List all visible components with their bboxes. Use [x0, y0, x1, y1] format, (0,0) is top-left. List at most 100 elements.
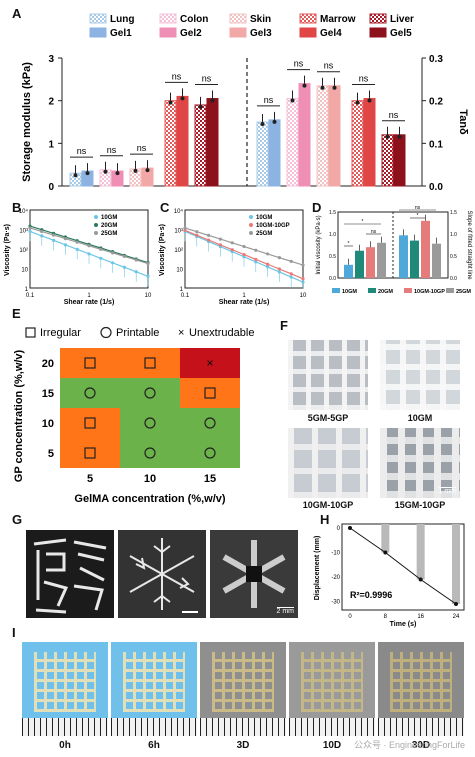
- panel-e-ylabel: GP concentration (%,w/v): [13, 349, 25, 482]
- b-point: [134, 258, 138, 262]
- square-icon: [25, 327, 36, 338]
- caption-i-1: 6h: [148, 740, 160, 751]
- c-point: [289, 272, 293, 276]
- b-ytick: 10⁴: [19, 208, 29, 215]
- legend-swatch-gel3: [229, 27, 247, 38]
- bar-tan-gel2: [298, 83, 311, 187]
- photo-i-3: [289, 642, 375, 736]
- e-marker-square: [204, 387, 216, 399]
- c-ytick: 10³: [174, 229, 183, 235]
- panel-e-chart: Irregular Printable × Unextrudable × 20 15 10…: [13, 326, 254, 505]
- e-marker-square: [84, 357, 96, 369]
- h-point: [454, 602, 458, 606]
- legend-label-colon: Colon: [180, 14, 208, 25]
- b-ytick: 1: [25, 287, 29, 293]
- e-cell: [180, 348, 240, 378]
- ns-label: ns: [294, 59, 304, 69]
- d-legend-label-1: 20GM: [378, 289, 393, 295]
- b-ytick: 10²: [19, 248, 28, 254]
- panel-c-ylabel: Viscosity (Pa·s): [159, 224, 166, 276]
- d-legend-label-2: 10GM-10GP: [414, 289, 445, 295]
- c-point: [289, 259, 293, 263]
- e-ytick: 20: [42, 358, 54, 370]
- d-legend-label-3: 25GM: [456, 289, 471, 295]
- c-legend-label-0: 10GM: [256, 215, 272, 221]
- bar-tan-marrow: [351, 100, 364, 187]
- e-marker-circle: [144, 387, 156, 399]
- b-ytick: 10³: [19, 229, 28, 235]
- cross-icon: ×: [178, 327, 184, 339]
- panel-d-ylabel-left: Initial viscosity (kPa·s): [316, 215, 322, 274]
- ns-label: ns: [137, 143, 147, 153]
- caption-i-2: 3D: [236, 740, 250, 751]
- point-modulus-gel2: [115, 171, 120, 176]
- c-point: [254, 248, 258, 252]
- e-marker-circle: [144, 447, 156, 459]
- e-cell: [180, 438, 240, 468]
- a-left-tick: 0: [48, 182, 54, 193]
- legend-label-gel4: Gel4: [320, 28, 342, 39]
- c-xtick: 0.1: [181, 293, 190, 299]
- panel-a-legend: Lung Colon Skin Marrow Liver Gel1 Gel2 Gel3 Gel4…: [89, 13, 414, 39]
- c-point: [242, 244, 246, 249]
- point-tan-gel5: [397, 134, 402, 139]
- a-right-tick: 0.2: [429, 97, 443, 108]
- point-modulus-gel4: [180, 96, 185, 101]
- b-point: [52, 233, 56, 237]
- panel-d-ylabel-right: Slope of fitted straight line: [466, 210, 472, 280]
- ns-label: ns: [202, 74, 212, 84]
- e-marker-circle: [84, 387, 96, 399]
- b-ytick: 10: [21, 268, 28, 274]
- h-xtick: 0: [348, 614, 352, 620]
- panel-h-photos: [381, 524, 460, 604]
- photo-g-pattern: [26, 530, 114, 618]
- bar-tan-lung: [256, 121, 269, 187]
- caption-i-4: 30D: [411, 740, 431, 751]
- b-point: [122, 254, 126, 259]
- legend-swatch-lung: [89, 13, 107, 24]
- panel-a-left-ticks: 0 1 2 3: [48, 54, 62, 193]
- point-modulus-colon: [103, 169, 108, 174]
- b-legend-marker-1: [94, 223, 98, 227]
- point-tan-gel2: [302, 83, 307, 88]
- h-xtick: 8: [384, 614, 388, 620]
- e-ytick: 15: [42, 388, 54, 400]
- bar-tan-skin: [316, 85, 329, 187]
- h-ytick: -10: [331, 551, 340, 557]
- ns-label: ns: [172, 71, 182, 81]
- ns-label: ns: [389, 110, 399, 120]
- legend-label-lung: Lung: [110, 14, 134, 25]
- c-point: [183, 226, 187, 230]
- photo-g-flake-3d: 2 mm: [210, 530, 298, 618]
- bar-tan-liver: [381, 134, 394, 187]
- e-marker-circle: [204, 447, 216, 459]
- panel-label-f: F: [280, 318, 288, 333]
- d-right-tick: 1.5: [450, 210, 457, 216]
- panel-label-e: E: [12, 306, 21, 321]
- legend-label-gel5: Gel5: [390, 28, 412, 39]
- e-cell: [60, 438, 120, 468]
- e-legend-irregular: Irregular: [40, 327, 81, 339]
- e-xtick: 10: [144, 473, 156, 485]
- point-modulus-lung: [73, 173, 78, 178]
- point-tan-lung: [260, 122, 265, 126]
- b-point: [40, 229, 44, 234]
- legend-swatch-gel4: [299, 27, 317, 38]
- panel-h-xlabel: Time (s): [390, 621, 417, 628]
- photo-i-1: [111, 642, 197, 736]
- d-bar-slope-1: [410, 240, 419, 278]
- legend-swatch-marrow: [299, 13, 317, 24]
- d-sig-label: ns: [415, 205, 421, 211]
- c-point: [207, 238, 211, 242]
- panel-e-xlabel: GelMA concentration (%,w/v): [74, 493, 226, 505]
- point-modulus-marrow: [168, 100, 173, 105]
- b-point: [99, 247, 103, 251]
- e-cell: [60, 348, 120, 378]
- c-point: [289, 275, 293, 279]
- c-ytick: 10⁴: [174, 208, 184, 215]
- c-point: [254, 257, 258, 261]
- d-bar-slope-2: [421, 220, 430, 278]
- c-point: [242, 252, 246, 257]
- a-left-tick: 3: [48, 54, 54, 65]
